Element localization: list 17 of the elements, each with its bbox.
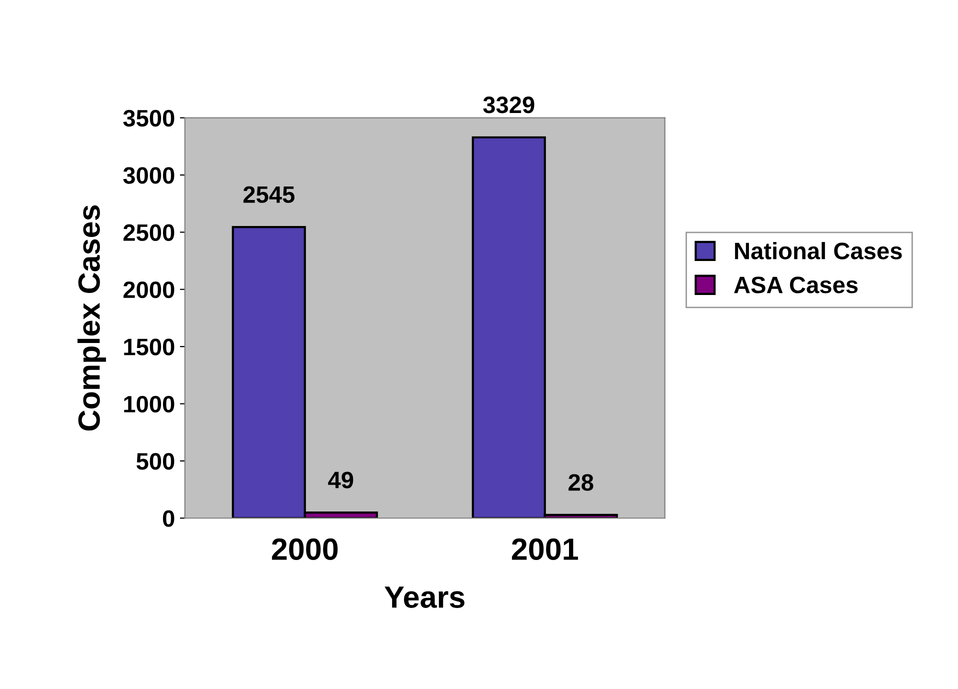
- data-label: 28: [568, 474, 594, 491]
- legend-label: ASA Cases: [734, 276, 858, 294]
- y-tick-label: 2000: [123, 281, 174, 298]
- x-axis-title: Years: [384, 586, 464, 608]
- y-tick-label: 0: [162, 510, 174, 527]
- data-label: 2545: [243, 186, 294, 203]
- y-tick-label: 3500: [123, 110, 174, 127]
- y-axis-title: Complex Cases: [78, 205, 106, 430]
- y-tick-label: 2500: [123, 224, 174, 241]
- data-label: 3329: [483, 96, 534, 114]
- y-tick-label: 3000: [123, 167, 174, 184]
- x-tick-label: 2001: [512, 538, 578, 560]
- y-tick-label: 1000: [124, 396, 174, 413]
- y-tick-label: 1500: [124, 338, 174, 356]
- data-label: 49: [328, 472, 354, 488]
- y-tick-label: 500: [136, 453, 174, 470]
- legend-label: National Cases: [735, 242, 902, 260]
